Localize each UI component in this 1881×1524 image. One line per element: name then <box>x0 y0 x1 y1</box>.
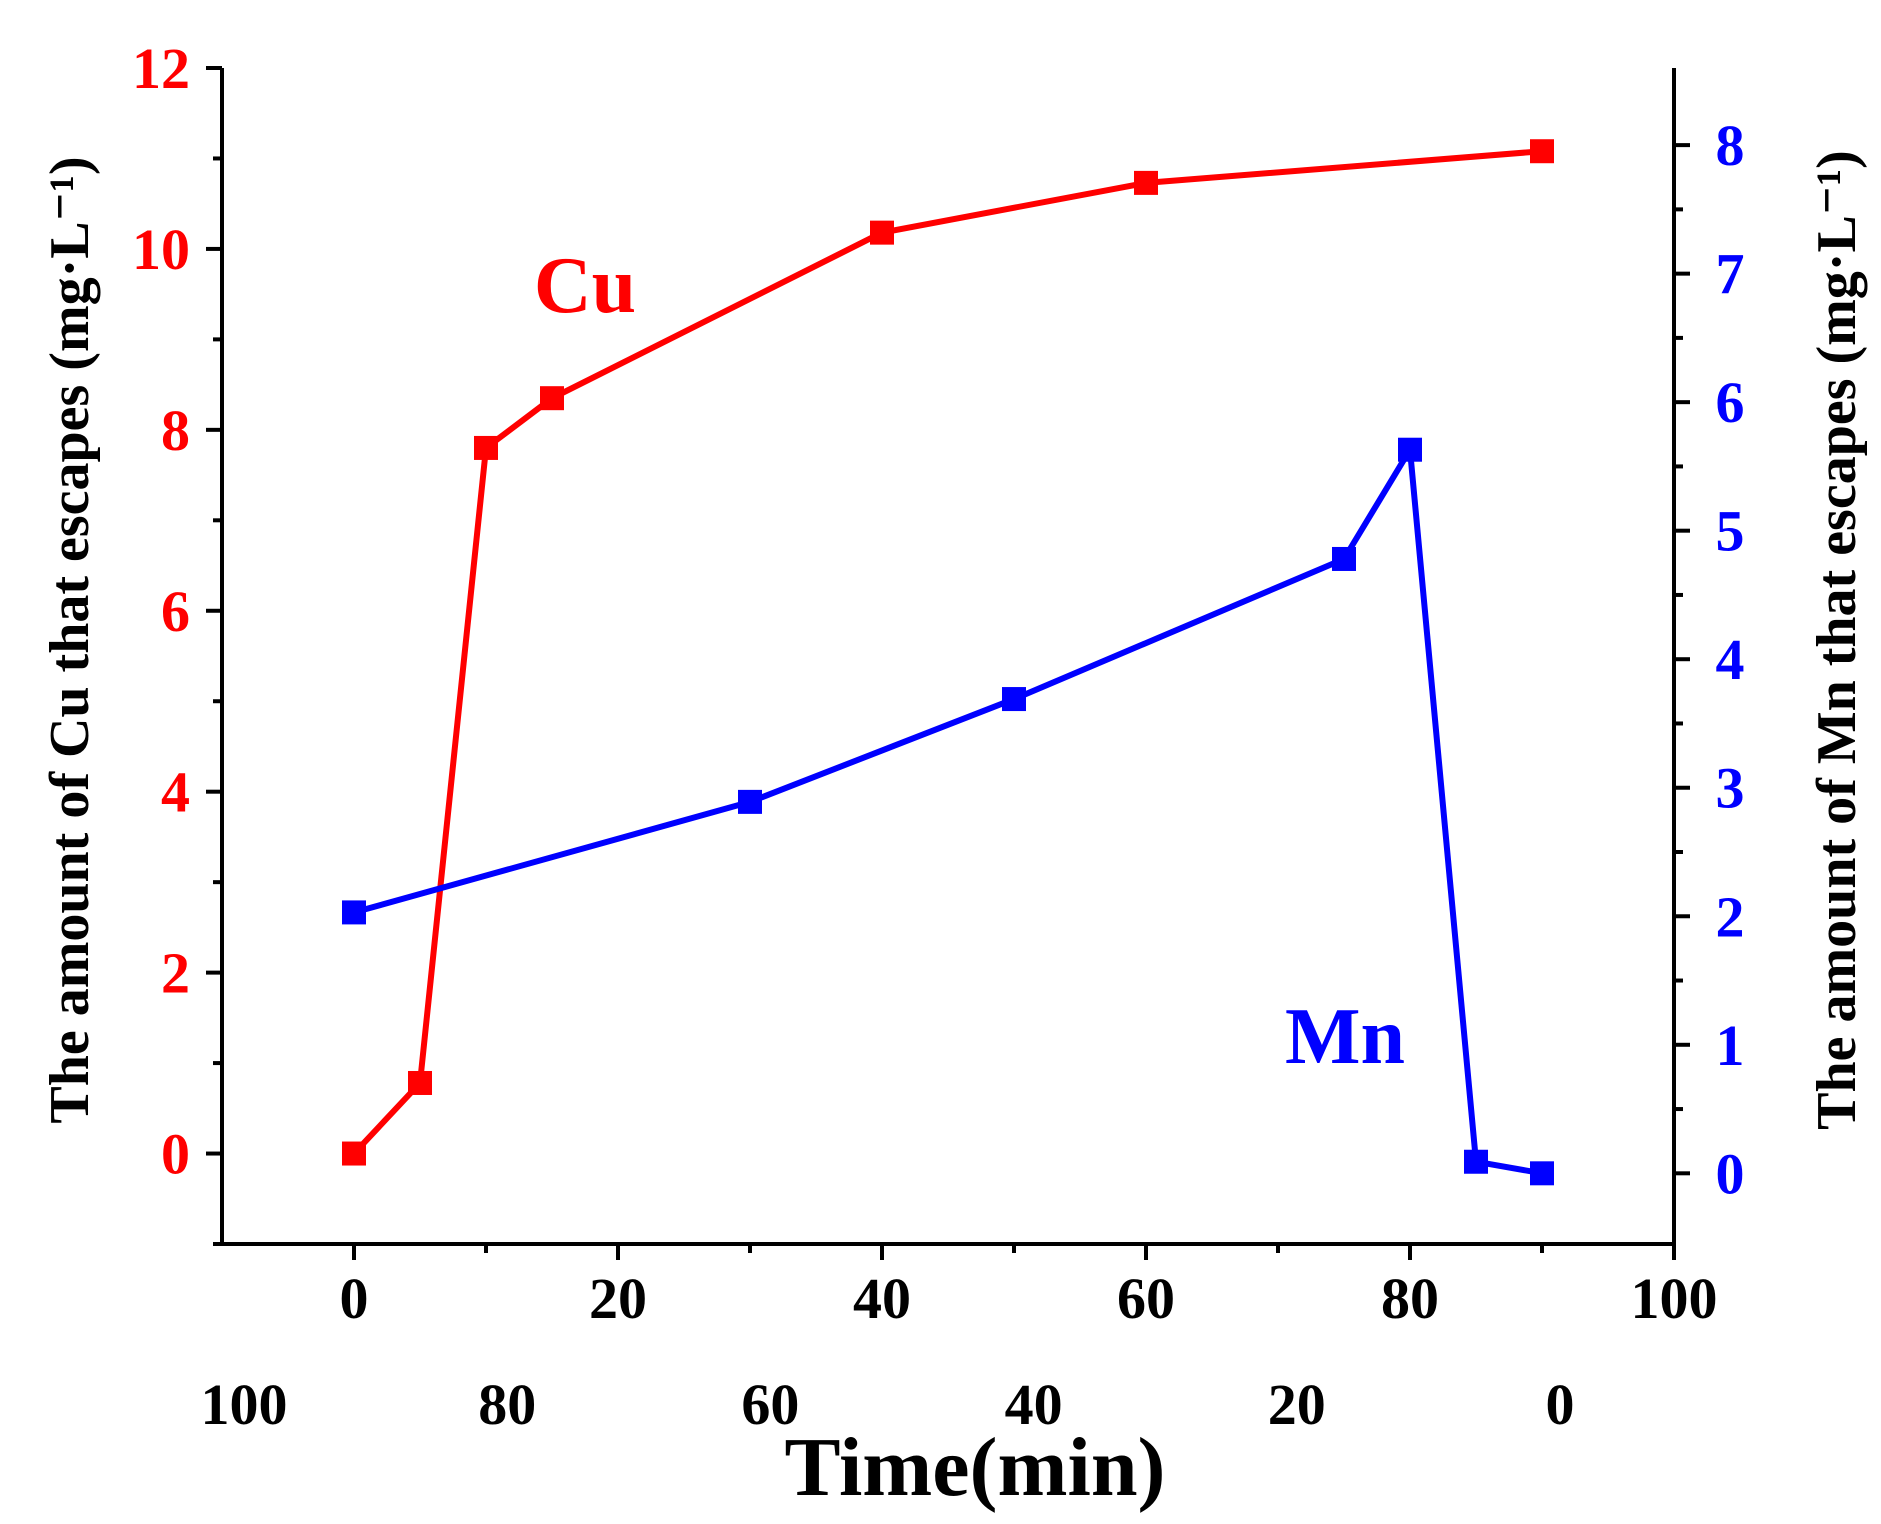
y-left-tick-label: 8 <box>161 398 190 463</box>
series-point-mn <box>738 789 762 814</box>
series-point-mn <box>1530 1161 1554 1186</box>
x-tick-label: 40 <box>853 1266 911 1331</box>
y-left-tick-label: 2 <box>161 941 190 1006</box>
y-right-tick-label: 1 <box>1716 1013 1745 1078</box>
x-tick-label: 0 <box>340 1266 369 1331</box>
series-point-mn <box>1002 687 1026 712</box>
y-right-tick-label: 2 <box>1716 884 1745 949</box>
series-point-mn <box>1398 437 1422 462</box>
series-point-cu <box>342 1141 366 1166</box>
y-right-tick-label: 5 <box>1716 499 1745 564</box>
y-left-tick-label: 4 <box>161 760 190 825</box>
y-right-axis-title: The amount of Mn that escapes (mg·L⁻¹) <box>1806 150 1868 1130</box>
annotation-cu: Cu <box>534 242 636 330</box>
series-point-mn <box>1464 1149 1488 1174</box>
y-right-tick-label: 4 <box>1716 627 1745 692</box>
y-right-tick-label: 8 <box>1716 113 1745 178</box>
y-right-tick-label: 3 <box>1716 756 1745 821</box>
series-point-mn <box>342 900 366 925</box>
series-point-cu <box>408 1070 432 1095</box>
y-left-axis-title: The amount of Cu that escapes (mg·L⁻¹) <box>39 156 101 1123</box>
y-left-tick-label: 12 <box>132 36 190 101</box>
x-tick-label: 100 <box>1631 1266 1718 1331</box>
x-tick-label: 80 <box>1381 1266 1439 1331</box>
series-point-cu <box>1530 139 1554 164</box>
x-secondary-tick-label: 40 <box>1005 1372 1063 1437</box>
series-point-cu <box>474 435 498 460</box>
x-secondary-tick-label: 20 <box>1268 1372 1326 1437</box>
series-point-cu <box>540 386 564 411</box>
x-secondary-tick-label: 80 <box>478 1372 536 1437</box>
y-right-tick-label: 0 <box>1716 1141 1745 1206</box>
y-left-tick-label: 10 <box>132 217 190 282</box>
x-secondary-tick-label: 60 <box>741 1372 799 1437</box>
x-tick-label: 60 <box>1117 1266 1175 1331</box>
annotation-mn: Mn <box>1285 993 1405 1081</box>
y-right-tick-label: 7 <box>1716 242 1745 307</box>
x-axis-title: Time(min) <box>784 1421 1165 1514</box>
series-point-cu <box>1134 170 1158 195</box>
series-point-cu <box>870 220 894 245</box>
y-right-tick-label: 6 <box>1716 370 1745 435</box>
y-left-tick-label: 6 <box>161 579 190 644</box>
series-point-mn <box>1332 546 1356 571</box>
y-left-tick-label: 0 <box>161 1122 190 1187</box>
x-secondary-tick-label: 100 <box>201 1372 288 1437</box>
x-secondary-tick-label: 0 <box>1546 1372 1575 1437</box>
x-tick-label: 20 <box>589 1266 647 1331</box>
